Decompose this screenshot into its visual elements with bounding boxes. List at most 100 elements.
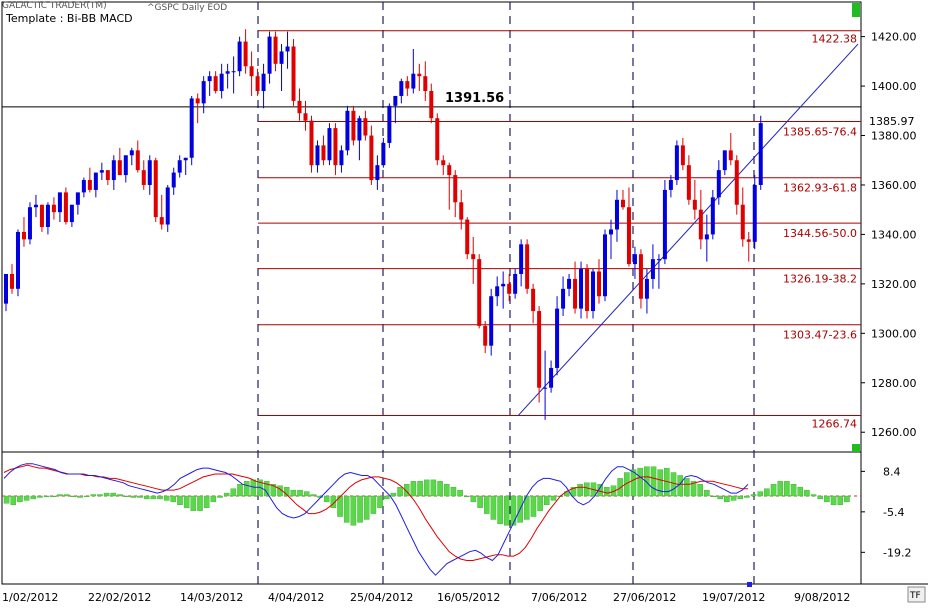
price-y-tick-label: 1340.00 xyxy=(871,228,917,241)
fib-level-label: 1422.38 xyxy=(812,33,858,46)
candle-body xyxy=(656,259,661,261)
candle-body xyxy=(171,172,176,188)
candle-body xyxy=(51,204,56,213)
candle-body xyxy=(507,283,512,294)
symbol-label: ^GSPC Daily EOD xyxy=(147,3,228,13)
macd-histogram-bar xyxy=(363,495,370,520)
macd-histogram-bar xyxy=(470,495,477,503)
macd-histogram-bar xyxy=(430,479,437,497)
candle-body xyxy=(411,73,416,89)
macd-y-tick-label: -19.2 xyxy=(883,546,911,559)
candle-body xyxy=(603,234,607,297)
macd-histogram-bar xyxy=(503,495,510,526)
candle-body xyxy=(21,231,26,240)
macd-histogram-bar xyxy=(463,495,470,498)
macd-histogram-bar xyxy=(397,487,403,497)
macd-histogram-bar xyxy=(477,495,483,508)
last-price-bg xyxy=(863,112,925,127)
candle-body xyxy=(285,46,290,52)
candle-body xyxy=(141,170,146,185)
candle-body xyxy=(405,81,410,89)
macd-histogram-bar xyxy=(637,467,643,497)
candle-body xyxy=(183,157,188,161)
macd-histogram-bar xyxy=(483,495,490,514)
candle-body xyxy=(213,76,218,92)
candle-body xyxy=(597,271,602,297)
macd-histogram-bar xyxy=(30,495,37,500)
macd-histogram-bar xyxy=(403,484,410,497)
macd-histogram-bar xyxy=(530,495,537,517)
candle-body xyxy=(465,219,470,255)
candle-body xyxy=(722,150,727,171)
candle-body xyxy=(345,110,350,151)
candle-body xyxy=(69,204,74,223)
macd-histogram-bar xyxy=(697,484,703,497)
x-tick-label: 9/08/2012 xyxy=(794,591,850,604)
candle-body xyxy=(189,98,194,158)
macd-histogram-bar xyxy=(37,495,43,498)
candle-body xyxy=(123,155,128,176)
macd-histogram-bar xyxy=(223,492,230,497)
macd-histogram-bar xyxy=(544,495,550,506)
candle-body xyxy=(435,118,440,161)
candle-body xyxy=(237,41,242,72)
macd-histogram-bar xyxy=(330,495,337,508)
x-tick-label: 16/05/2012 xyxy=(437,591,500,604)
price-y-tick-label: 1400.00 xyxy=(871,80,917,93)
macd-histogram-bar xyxy=(710,495,717,498)
macd-histogram-bar xyxy=(490,495,497,520)
macd-histogram-bar xyxy=(417,481,423,497)
candle-body xyxy=(303,113,308,121)
candle-body xyxy=(99,170,104,173)
candle-body xyxy=(81,180,86,193)
candle-body xyxy=(423,76,428,92)
macd-histogram-bar xyxy=(323,495,330,503)
top-right-marker xyxy=(852,3,860,17)
macd-histogram-bar xyxy=(737,495,743,500)
tf-box xyxy=(907,586,926,603)
macd-histogram-bar xyxy=(110,492,117,497)
macd-histogram-bar xyxy=(577,484,583,497)
macd-histogram-bar xyxy=(764,488,770,497)
macd-y-tick-label: 8.4 xyxy=(883,465,901,478)
macd-histogram-bar xyxy=(584,482,590,497)
fib-level-label: 1362.93-61.8 xyxy=(783,182,857,195)
x-tick-label: 27/06/2012 xyxy=(613,591,676,604)
macd-histogram-bar xyxy=(510,495,517,526)
template-label: Template : Bi-BB MACD xyxy=(6,12,133,25)
macd-histogram-bar xyxy=(657,469,663,497)
macd-histogram-bar xyxy=(237,484,243,497)
tf-label[interactable]: TF xyxy=(909,591,921,601)
price-y-tick-label: 1280.00 xyxy=(871,377,917,390)
candle-body xyxy=(255,76,260,92)
candle-body xyxy=(201,81,206,104)
candle-body xyxy=(716,170,721,198)
candle-body xyxy=(555,308,560,368)
candle-body xyxy=(567,278,572,289)
fib-level-label: 1326.19-38.2 xyxy=(783,273,857,286)
macd-histogram-bar xyxy=(750,494,757,497)
macd-histogram-bar xyxy=(804,489,810,497)
candle-body xyxy=(638,254,643,299)
candle-body xyxy=(165,187,170,225)
macd-histogram-bar xyxy=(450,487,457,497)
candle-body xyxy=(111,160,116,181)
x-tick-label: 1/02/2012 xyxy=(2,591,58,604)
macd-histogram-bar xyxy=(377,495,383,508)
macd-histogram-bar xyxy=(3,495,10,504)
macd-histogram-bar xyxy=(310,494,317,497)
candle-body xyxy=(159,217,164,225)
candle-body xyxy=(321,145,326,161)
candle-body xyxy=(453,175,458,203)
candle-body xyxy=(459,202,464,220)
candle-body xyxy=(531,288,536,312)
candle-body xyxy=(489,296,494,346)
macd-histogram-bar xyxy=(50,495,57,498)
macd-histogram-bar xyxy=(203,495,210,508)
price-y-tick-label: 1420.00 xyxy=(871,31,917,44)
candle-body xyxy=(93,172,98,190)
macd-histogram-bar xyxy=(670,472,677,497)
x-tick-label: 22/02/2012 xyxy=(88,591,151,604)
macd-histogram-bar xyxy=(717,495,723,500)
macd-histogram-bar xyxy=(297,489,303,497)
